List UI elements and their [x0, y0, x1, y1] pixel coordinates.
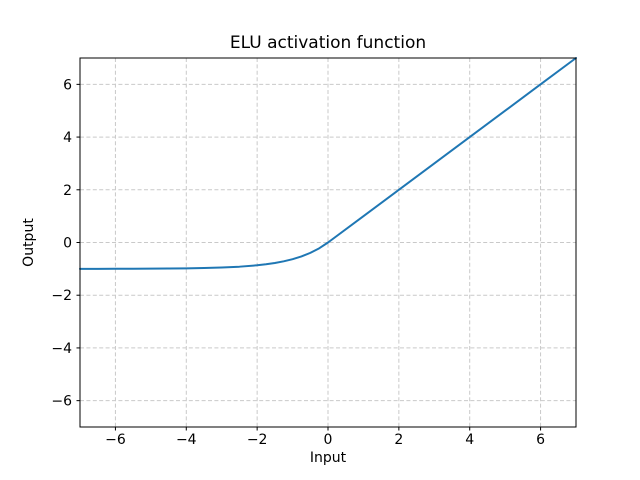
y-tick-label: 6: [63, 77, 72, 93]
x-tick-label: 4: [465, 432, 474, 448]
x-axis-label: Input: [310, 450, 347, 466]
y-tick-label: −4: [51, 341, 72, 357]
elu-curve-line: [79, 57, 577, 270]
tick-layer: −6 −4 −2 0 2 4 6 −6 −4 −2 0 2 4 6: [51, 77, 545, 448]
x-tick-label: 2: [394, 432, 403, 448]
x-tick-label: −2: [247, 432, 268, 448]
y-tick-label: 0: [63, 236, 72, 252]
y-axis-label: Output: [21, 218, 37, 267]
y-tick-label: 2: [63, 183, 72, 199]
chart-title: ELU activation function: [230, 33, 426, 53]
x-tick-label: 6: [536, 432, 545, 448]
x-tick-label: −6: [105, 432, 126, 448]
y-tick-label: 4: [63, 130, 72, 146]
y-tick-label: −2: [51, 288, 72, 304]
grid-layer: [80, 58, 576, 427]
x-tick-label: 0: [324, 432, 333, 448]
x-tick-label: −4: [176, 432, 197, 448]
curve-layer: [79, 57, 577, 270]
y-tick-label: −6: [51, 394, 72, 410]
